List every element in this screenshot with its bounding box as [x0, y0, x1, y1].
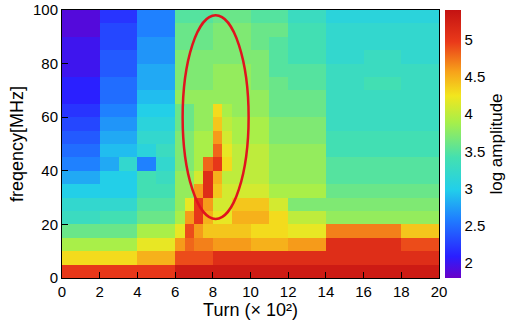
svg-text:20: 20 [431, 283, 448, 300]
svg-text:freqency[MHz]: freqency[MHz] [7, 86, 27, 202]
svg-text:2.5: 2.5 [465, 217, 486, 234]
svg-text:2: 2 [96, 283, 104, 300]
svg-text:14: 14 [318, 283, 335, 300]
svg-text:4: 4 [465, 105, 473, 122]
svg-text:100: 100 [33, 1, 58, 18]
svg-text:18: 18 [393, 283, 410, 300]
svg-text:8: 8 [209, 283, 217, 300]
svg-text:40: 40 [41, 162, 58, 179]
svg-text:5: 5 [465, 31, 473, 48]
svg-text:0: 0 [50, 269, 58, 286]
svg-text:60: 60 [41, 108, 58, 125]
svg-text:80: 80 [41, 55, 58, 72]
svg-text:3: 3 [465, 180, 473, 197]
svg-text:4.5: 4.5 [465, 68, 486, 85]
svg-text:12: 12 [280, 283, 297, 300]
svg-text:0: 0 [58, 283, 66, 300]
svg-text:Turn (× 10²): Turn (× 10²) [203, 300, 298, 320]
svg-text:4: 4 [133, 283, 141, 300]
svg-text:log amplitude: log amplitude [487, 93, 506, 194]
svg-text:16: 16 [355, 283, 372, 300]
svg-text:6: 6 [171, 283, 179, 300]
svg-text:2: 2 [465, 254, 473, 271]
svg-text:20: 20 [41, 216, 58, 233]
svg-text:10: 10 [242, 283, 259, 300]
svg-text:3.5: 3.5 [465, 143, 486, 160]
